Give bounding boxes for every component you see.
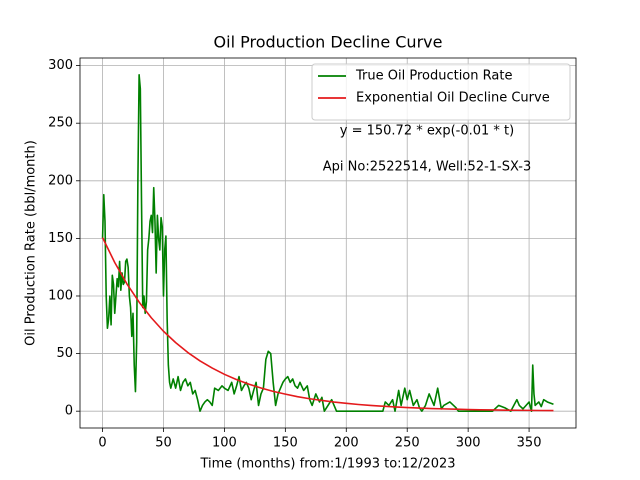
legend-label: Exponential Oil Decline Curve (356, 91, 550, 106)
legend-label: True Oil Production Rate (355, 69, 512, 84)
y-tick-label: 0 (65, 404, 73, 419)
axes-frame (79, 57, 577, 429)
y-axis-label: Oil Production Rate (bbl/month) (24, 140, 39, 346)
legend: True Oil Production Rate Exponential Oil … (311, 63, 571, 121)
data-line (101, 237, 554, 412)
y-tick-label: 200 (48, 173, 73, 188)
y-tick-label: 300 (48, 58, 73, 73)
annotation: Api No:2522514, Well:52-1-SX-3 (323, 160, 531, 175)
legend-box (311, 63, 571, 121)
y-tick-label: 150 (48, 231, 73, 246)
x-tick-label: 200 (334, 436, 359, 451)
plot (101, 74, 554, 412)
x-tick-label: 150 (273, 436, 298, 451)
x-tick-label: 300 (456, 436, 481, 451)
x-tick-label: 0 (98, 436, 106, 451)
data-line (101, 74, 554, 412)
y-tick-label: 250 (48, 116, 73, 131)
y-tick-label: 50 (56, 346, 73, 361)
x-tick-label: 50 (155, 436, 172, 451)
x-axis-label: Time (months) from:1/1993 to:12/2023 (199, 457, 455, 472)
x-tick-label: 250 (395, 436, 420, 451)
annotation: y = 150.72 * exp(-0.01 * t) (340, 124, 514, 139)
chart-title: Oil Production Decline Curve (214, 33, 443, 52)
y-tick-label: 100 (48, 288, 73, 303)
x-tick-label: 100 (212, 436, 237, 451)
x-tick-label: 350 (517, 436, 542, 451)
